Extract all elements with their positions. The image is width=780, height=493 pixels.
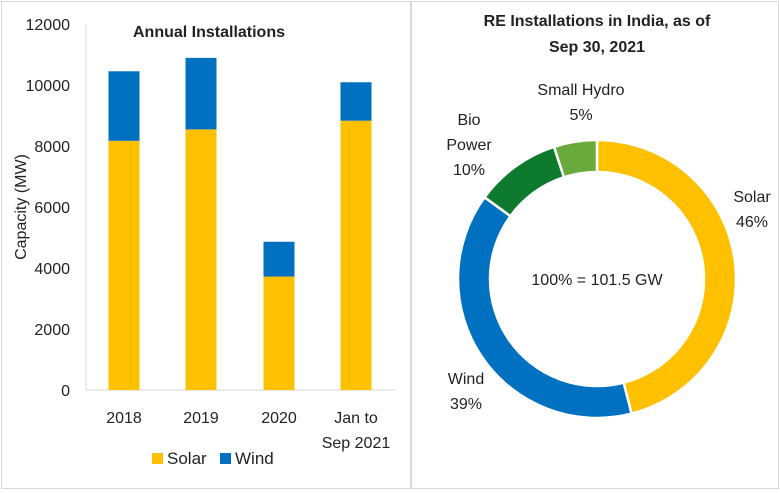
slice-label-bio-power: Bio [457, 112, 480, 129]
bar-solar-0 [108, 140, 140, 390]
legend-swatch-solar [152, 453, 163, 464]
y-tick-label: 0 [61, 383, 70, 400]
bar-wind-0 [108, 71, 140, 141]
y-tick-label: 2000 [34, 322, 70, 339]
center-label: 100% = 101.5 GW [531, 272, 663, 289]
chart-title: Sep 30, 2021 [549, 39, 645, 56]
donut-chart: RE Installations in India, as of Sep 30, … [446, 13, 771, 420]
slice-label-solar: Solar [733, 189, 771, 206]
bar-solar-2 [263, 276, 295, 390]
slice-label-wind: Wind [448, 371, 484, 388]
slice-label-small-hydro: Small Hydro [537, 82, 624, 99]
donut-chart-panel: RE Installations in India, as of Sep 30, … [411, 1, 779, 489]
bar-wind-3 [340, 82, 372, 121]
slice-small-hydro [552, 138, 599, 179]
legend-swatch-wind [220, 453, 231, 464]
slice-label-bio-power: 10% [453, 162, 485, 179]
bar-solar-3 [340, 120, 372, 390]
slice-label-bio-power: Power [446, 137, 492, 154]
x-tick-label: Jan to [334, 410, 378, 427]
chart-title: Annual Installations [133, 24, 285, 41]
x-tick-label: 2018 [106, 410, 142, 427]
slice-bio-power [482, 145, 566, 218]
bar-chart: 0 2000 4000 6000 8000 10000 12000 Capacity (MW)… [13, 17, 395, 468]
y-axis-label: Capacity (MW) [13, 154, 30, 260]
bar-solar-1 [185, 129, 217, 390]
bar-wind-2 [263, 241, 295, 277]
y-tick-label: 4000 [34, 261, 70, 278]
legend-label-solar: Solar [167, 449, 207, 468]
y-tick-label: 8000 [34, 139, 70, 156]
y-tick-label: 6000 [34, 200, 70, 217]
x-tick-label: 2019 [183, 410, 219, 427]
x-tick-label: 2020 [261, 410, 297, 427]
legend-label-wind: Wind [235, 449, 274, 468]
slice-solar [595, 138, 738, 416]
bar-chart-panel: 0 2000 4000 6000 8000 10000 12000 Capacity (MW)… [1, 1, 411, 489]
slice-label-wind: 39% [450, 396, 482, 413]
y-tick-label: 12000 [26, 17, 71, 34]
bar-wind-1 [185, 57, 217, 130]
x-tick-label: Sep 2021 [322, 435, 391, 452]
slice-label-small-hydro: 5% [569, 107, 592, 124]
slice-label-solar: 46% [736, 214, 768, 231]
chart-title: RE Installations in India, as of [484, 13, 711, 30]
y-tick-label: 10000 [26, 78, 71, 95]
